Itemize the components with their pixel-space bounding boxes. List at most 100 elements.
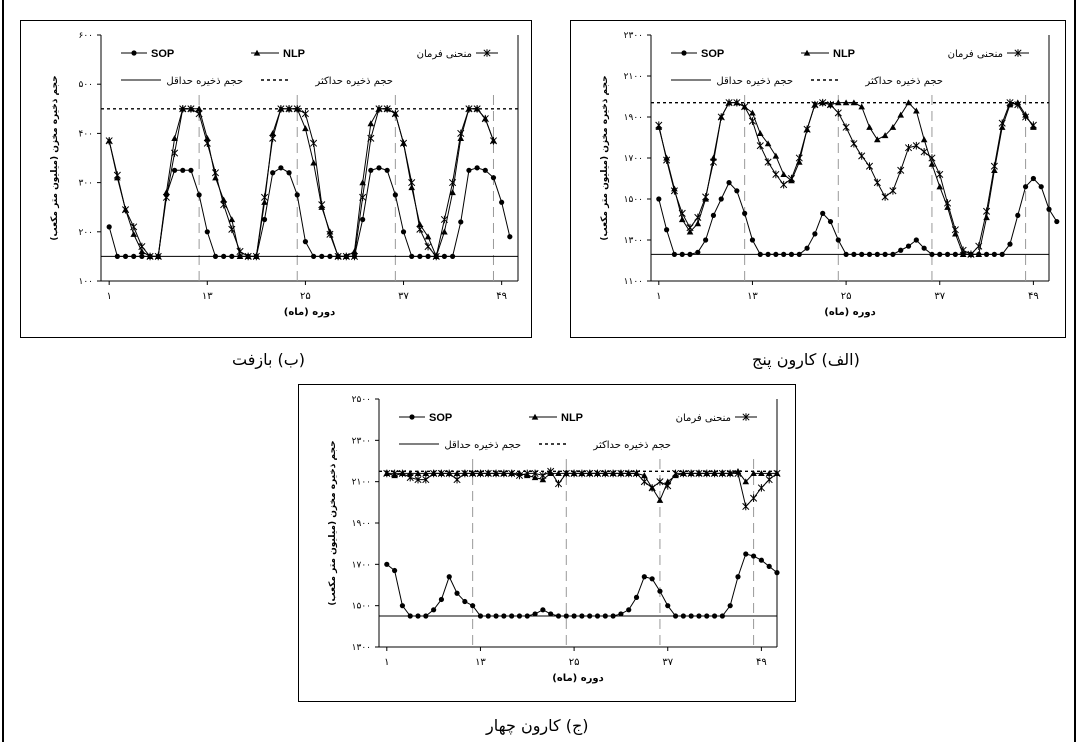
data-point-circle bbox=[555, 613, 562, 619]
data-point-circle bbox=[579, 613, 585, 619]
data-point-star bbox=[748, 117, 757, 125]
y-tick-label: ۱۹۰۰ bbox=[624, 113, 643, 123]
data-point-circle bbox=[499, 199, 505, 205]
data-point-star bbox=[179, 105, 187, 113]
data-point-circle bbox=[431, 607, 437, 613]
data-point-star bbox=[889, 187, 897, 195]
y-tick-label: ۴۰۰ bbox=[78, 129, 93, 139]
data-point-star bbox=[678, 209, 686, 218]
x-tick-label: ۱ bbox=[656, 291, 661, 302]
data-point-star bbox=[734, 469, 742, 478]
x-axis-title: دوره (ماه) bbox=[284, 307, 335, 318]
data-point-circle bbox=[384, 561, 390, 567]
x-tick-label: ۳۷ bbox=[398, 291, 409, 302]
y-tick-label: ۲۱۰۰ bbox=[352, 478, 371, 488]
data-point-star bbox=[586, 469, 594, 478]
data-point-star bbox=[515, 471, 524, 480]
chart-karun5: ۱۱۰۰ ۱۳۰۰ ۱۵۰۰ ۱۷۰۰ ۱۹۰۰ ۲۱۰۰ ۲۳۰۰ ۱ ۱۳ ۲۵ ۳۷ ۴۹ دور… bbox=[600, 31, 1060, 318]
data-point-circle bbox=[212, 253, 219, 259]
data-point-star bbox=[1022, 113, 1030, 121]
data-point-star bbox=[570, 469, 578, 478]
data-point-star bbox=[220, 200, 228, 209]
data-point-circle bbox=[718, 196, 724, 202]
data-point-star bbox=[469, 469, 477, 478]
data-point-triangle bbox=[641, 472, 648, 479]
data-point-star bbox=[350, 252, 359, 261]
data-point-circle bbox=[449, 253, 456, 259]
data-point-circle bbox=[407, 613, 413, 619]
data-point-star bbox=[686, 223, 694, 232]
data-point-star bbox=[484, 469, 492, 478]
data-point-circle bbox=[485, 613, 491, 619]
x-tick-label: ۴۹ bbox=[496, 291, 507, 302]
data-point-circle bbox=[944, 251, 951, 257]
data-point-star bbox=[726, 469, 734, 478]
data-point-star bbox=[725, 98, 733, 107]
data-point-circle bbox=[649, 576, 655, 582]
data-point-triangle bbox=[750, 470, 757, 477]
data-point-star bbox=[756, 141, 764, 150]
data-point-circle bbox=[626, 607, 632, 613]
y-tick-label: ۱۹۰۰ bbox=[352, 519, 371, 529]
data-point-circle bbox=[710, 212, 717, 218]
data-point-triangle bbox=[780, 171, 787, 178]
data-point-star bbox=[430, 469, 438, 478]
data-point-star bbox=[1006, 98, 1014, 107]
data-point-star bbox=[236, 247, 244, 256]
data-point-star bbox=[391, 469, 399, 478]
data-point-star bbox=[187, 105, 195, 113]
data-point-circle bbox=[727, 603, 733, 609]
data-point-star bbox=[414, 475, 422, 484]
data-point-circle bbox=[898, 247, 904, 253]
data-point-circle bbox=[261, 216, 268, 223]
data-point-star bbox=[399, 139, 408, 148]
data-point-circle bbox=[563, 613, 569, 619]
data-point-circle bbox=[610, 613, 616, 619]
data-point-star bbox=[920, 148, 928, 156]
data-point-circle bbox=[360, 216, 366, 223]
data-point-circle bbox=[446, 574, 452, 580]
data-point-star bbox=[260, 193, 269, 202]
data-point-circle bbox=[415, 613, 421, 619]
data-point-triangle bbox=[453, 470, 461, 477]
data-point-circle bbox=[937, 251, 943, 257]
y-tick-label: ۲۰۰ bbox=[78, 228, 93, 238]
data-point-star bbox=[162, 193, 170, 202]
data-point-circle bbox=[749, 237, 756, 243]
data-point-star bbox=[500, 469, 508, 478]
data-point-circle bbox=[672, 613, 679, 619]
data-point-circle bbox=[454, 590, 460, 596]
legend-min-label: حجم ذخیره حداقل bbox=[716, 76, 793, 87]
data-point-star bbox=[375, 105, 383, 113]
data-point-circle bbox=[196, 192, 202, 198]
data-point-circle bbox=[859, 251, 865, 257]
y-tick-label: ۳۰۰ bbox=[78, 179, 93, 189]
data-point-triangle bbox=[678, 216, 686, 223]
data-point-triangle bbox=[457, 135, 465, 141]
data-point-star bbox=[154, 252, 162, 261]
series-star bbox=[655, 98, 1037, 259]
data-point-star bbox=[310, 139, 318, 148]
data-point-star bbox=[975, 242, 983, 250]
data-point-star bbox=[383, 469, 391, 478]
y-tick-label: ۲۳۰۰ bbox=[624, 31, 643, 41]
data-point-star bbox=[625, 469, 633, 478]
y-axis-title: حجم ذخیره مخزن (میلیون متر مکعب) bbox=[600, 75, 610, 240]
data-point-triangle bbox=[555, 470, 562, 477]
data-point-triangle bbox=[171, 135, 178, 141]
chart-karun4: ۱۳۰۰ ۱۵۰۰ ۱۷۰۰ ۱۹۰۰ ۲۱۰۰ ۲۳۰۰ ۲۵۰۰ ۱ ۱۳ ۲۵ ۳۷ ۴۹ دور… bbox=[328, 395, 781, 684]
data-point-triangle bbox=[422, 470, 430, 477]
data-point-circle bbox=[493, 613, 499, 619]
x-tick-label: ۱ bbox=[106, 291, 111, 302]
y-tick-label: ۱۳۰۰ bbox=[624, 236, 643, 246]
data-point-star bbox=[406, 473, 414, 482]
data-point-triangle bbox=[772, 152, 780, 159]
data-point-star bbox=[391, 109, 399, 118]
y-tick-label: ۲۱۰۰ bbox=[624, 72, 643, 82]
y-tick-label: ۱۳۰۰ bbox=[352, 643, 371, 653]
data-point-circle bbox=[633, 594, 640, 600]
y-tick-label: ۵۰۰ bbox=[78, 80, 93, 90]
data-point-star bbox=[1029, 121, 1037, 129]
data-point-circle bbox=[188, 167, 194, 173]
